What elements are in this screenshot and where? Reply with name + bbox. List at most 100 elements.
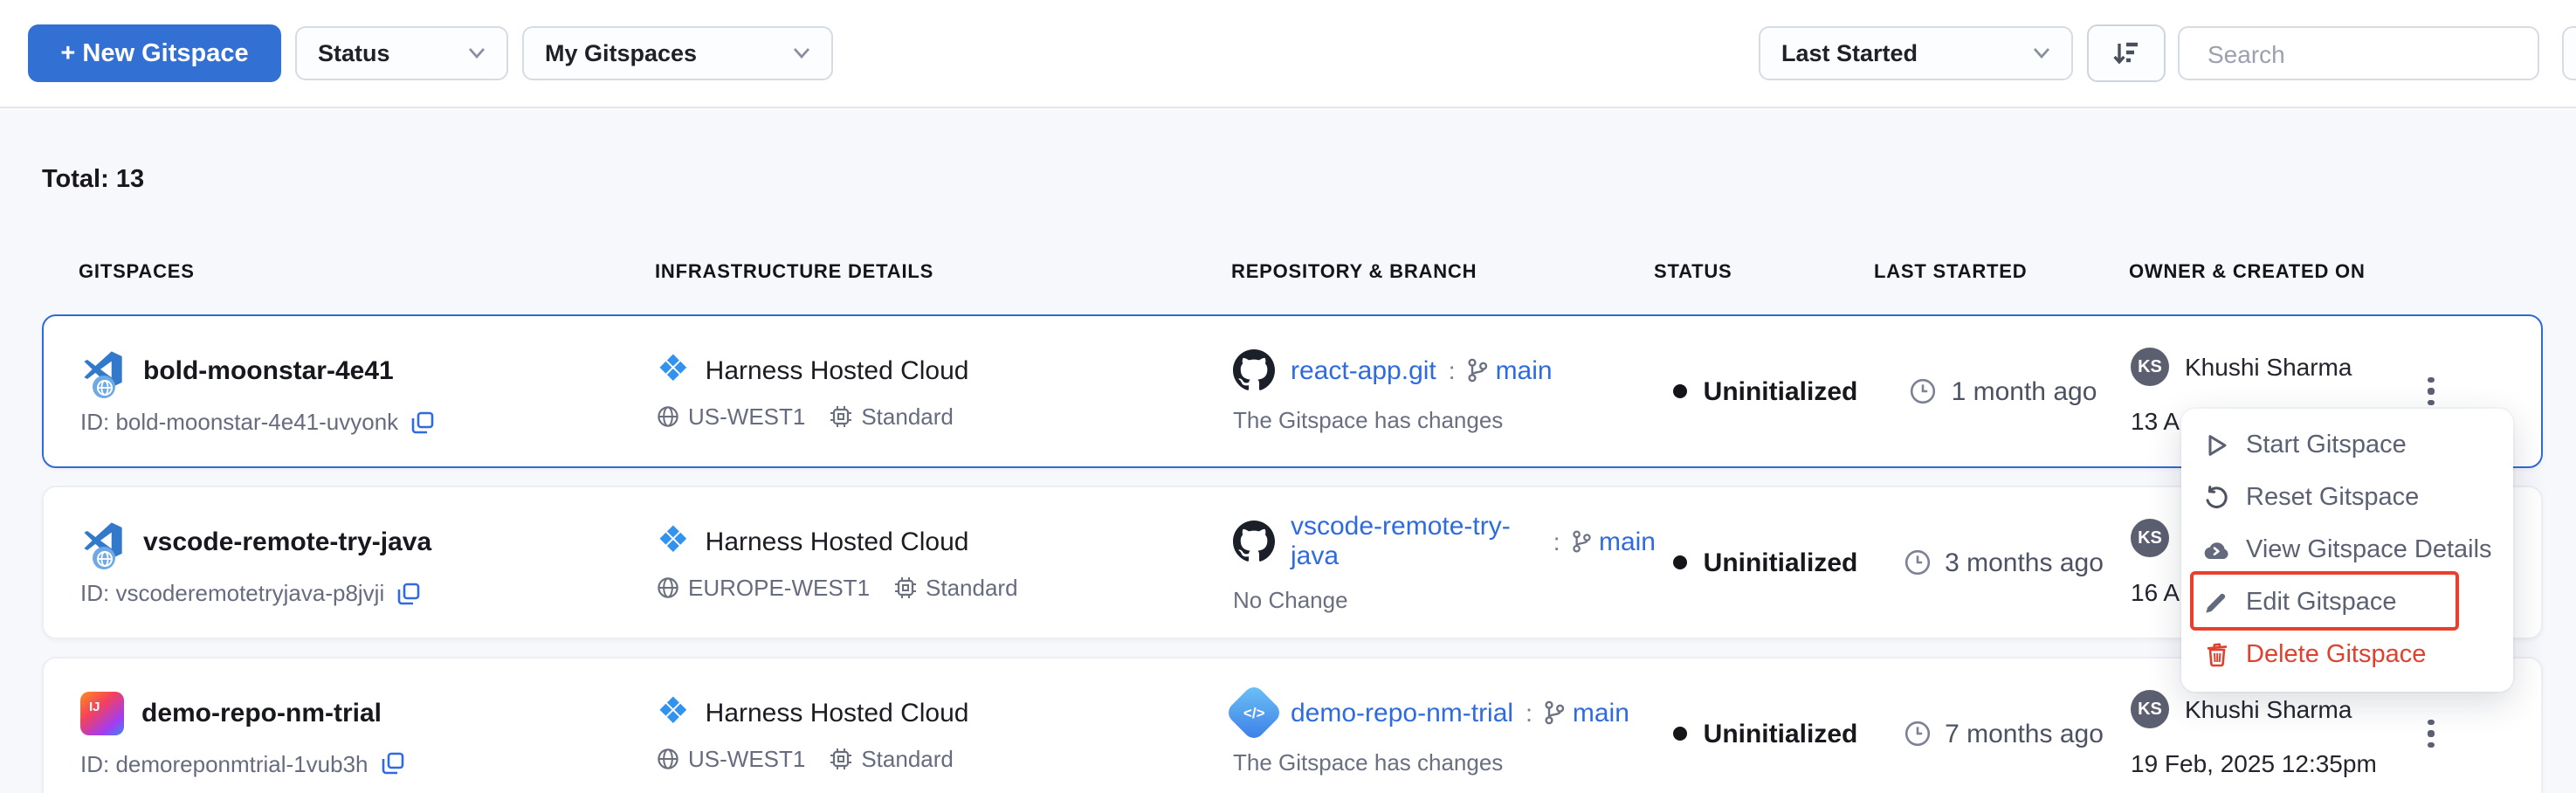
- table-row[interactable]: vscode-remote-try-java ID: vscoderemotet…: [42, 486, 2543, 639]
- globe-badge-icon: [93, 376, 115, 398]
- harness-icon: ❖: [657, 692, 690, 732]
- branch-link[interactable]: main: [1598, 527, 1656, 556]
- status-filter-dropdown[interactable]: Status: [295, 26, 508, 80]
- copy-icon[interactable]: [396, 581, 421, 605]
- status-dot-icon: [1673, 555, 1688, 569]
- copy-icon[interactable]: [410, 410, 435, 434]
- gitspace-cell: vscode-remote-try-java ID: vscoderemotet…: [80, 519, 657, 606]
- column-header-last-started: LAST STARTED: [1874, 262, 2028, 283]
- menu-item-edit-gitspace[interactable]: Edit Gitspace: [2181, 576, 2513, 629]
- gitspace-cell: bold-moonstar-4e41 ID: bold-moonstar-4e4…: [80, 348, 657, 435]
- sort-by-dropdown[interactable]: Last Started: [1759, 26, 2073, 80]
- last-started-cell: 7 months ago: [1876, 719, 2131, 748]
- scope-filter-label: My Gitspaces: [545, 40, 698, 66]
- branch-link[interactable]: main: [1572, 698, 1629, 727]
- sort-direction-button[interactable]: [2087, 24, 2166, 82]
- globe-icon: [658, 577, 678, 598]
- machine-type-icon: [830, 748, 852, 769]
- menu-item-label: Reset Gitspace: [2246, 484, 2420, 512]
- column-header-owner: OWNER & CREATED ON: [2129, 262, 2366, 283]
- clock-icon: [1904, 721, 1930, 747]
- trash-icon: [2202, 643, 2230, 667]
- clock-icon: [1911, 378, 1936, 404]
- chevron-down-icon: [468, 48, 486, 59]
- github-icon: [1233, 521, 1275, 562]
- owner-cell: KS Khushi Sharma 19 Feb, 2025 12:35pm: [2131, 690, 2541, 777]
- change-status: No Change: [1233, 587, 1348, 613]
- vscode-icon: [80, 348, 126, 398]
- infrastructure-cell: ❖ Harness Hosted Cloud US-WEST1 Standard: [657, 349, 1233, 430]
- clock-icon: [1904, 549, 1930, 576]
- column-header-repository: REPOSITORY & BRANCH: [1231, 262, 1477, 283]
- reset-icon: [2202, 486, 2230, 510]
- menu-item-label: View Gitspace Details: [2246, 536, 2492, 564]
- scope-filter-dropdown[interactable]: My Gitspaces: [522, 26, 833, 80]
- gitspaces-content: Total: 13 GITSPACES INFRASTRUCTURE DETAI…: [0, 110, 2576, 793]
- row-actions-menu-button[interactable]: [2415, 714, 2447, 753]
- table-row[interactable]: IJ demo-repo-nm-trial ID: demoreponmtria…: [42, 657, 2543, 793]
- repository-cell: react-app.git : main The Gitspace has ch…: [1233, 349, 1656, 433]
- new-gitspace-button[interactable]: + New Gitspace: [28, 24, 281, 82]
- avatar: KS: [2131, 348, 2169, 386]
- search-input[interactable]: [2208, 39, 2524, 67]
- harness-icon: ❖: [657, 349, 690, 390]
- owner-name: Khushi Sharma: [2185, 695, 2352, 723]
- play-icon: [2202, 433, 2230, 458]
- table-row[interactable]: bold-moonstar-4e41 ID: bold-moonstar-4e4…: [42, 314, 2543, 468]
- menu-item-view-gitspace-details[interactable]: View Gitspace Details: [2181, 524, 2513, 576]
- created-on: 19 Feb, 2025 12:35pm: [2131, 749, 2377, 777]
- branch-link[interactable]: main: [1495, 355, 1553, 385]
- avatar: KS: [2131, 690, 2169, 728]
- status-dot-icon: [1673, 384, 1688, 398]
- created-on: 16 A: [2131, 578, 2180, 606]
- menu-item-delete-gitspace[interactable]: Delete Gitspace: [2181, 629, 2513, 681]
- status-dot-icon: [1673, 727, 1688, 741]
- infrastructure-cell: ❖ Harness Hosted Cloud US-WEST1 Standard: [657, 692, 1233, 772]
- repo-link[interactable]: vscode-remote-try-java: [1291, 512, 1511, 571]
- toolbar: + New Gitspace Status My Gitspaces Last …: [0, 0, 2576, 108]
- change-status: The Gitspace has changes: [1233, 749, 1504, 776]
- vscode-icon: [80, 519, 126, 569]
- menu-item-reset-gitspace[interactable]: Reset Gitspace: [2181, 472, 2513, 524]
- status-filter-label: Status: [318, 40, 390, 66]
- column-header-infrastructure: INFRASTRUCTURE DETAILS: [655, 262, 934, 283]
- repo-link[interactable]: react-app.git: [1291, 355, 1436, 385]
- branch-icon: [1546, 700, 1566, 725]
- gitspace-name: bold-moonstar-4e41: [143, 355, 394, 385]
- machine-type-label: Standard: [861, 403, 954, 430]
- created-on: 13 A: [2131, 407, 2180, 435]
- sort-descending-icon: [2113, 42, 2138, 65]
- total-count: Total: 13: [42, 166, 145, 194]
- last-started-cell: 1 month ago: [1876, 376, 2131, 406]
- row-actions-menu-button[interactable]: [2415, 372, 2447, 410]
- machine-type-icon: [895, 577, 917, 598]
- repo-link[interactable]: demo-repo-nm-trial: [1291, 698, 1514, 727]
- machine-type-label: Standard: [861, 746, 954, 772]
- region-label: US-WEST1: [688, 403, 806, 430]
- gitspace-rows: bold-moonstar-4e41 ID: bold-moonstar-4e4…: [42, 314, 2543, 793]
- repo-branch-separator: :: [1553, 528, 1560, 555]
- row-actions-context-menu: Start Gitspace Reset Gitspace View Gitsp…: [2181, 409, 2513, 692]
- cloud-details-icon: [2202, 540, 2230, 561]
- last-started-label: 1 month ago: [1951, 376, 2097, 406]
- menu-item-start-gitspace[interactable]: Start Gitspace: [2181, 419, 2513, 472]
- change-status: The Gitspace has changes: [1233, 407, 1504, 433]
- machine-type-label: Standard: [926, 575, 1018, 601]
- status-cell: Uninitialized: [1656, 376, 1876, 406]
- search-box: [2178, 26, 2539, 80]
- repository-cell: vscode-remote-try-java : main No Change: [1233, 512, 1656, 613]
- github-icon: [1233, 349, 1275, 390]
- infra-provider: Harness Hosted Cloud: [705, 527, 969, 556]
- infra-provider: Harness Hosted Cloud: [705, 355, 969, 385]
- column-header-status: STATUS: [1654, 262, 1732, 283]
- gitspace-id: ID: vscoderemotetryjava-p8jvji: [80, 580, 385, 606]
- branch-icon: [1468, 358, 1488, 383]
- gitspace-cell: IJ demo-repo-nm-trial ID: demoreponmtria…: [80, 687, 657, 776]
- owner-name: Khushi Sharma: [2185, 353, 2352, 381]
- status-label: Uninitialized: [1703, 376, 1858, 406]
- status-cell: Uninitialized: [1656, 548, 1876, 577]
- owner-cell: KS Khushi Sharma 13 A: [2131, 348, 2541, 435]
- pencil-icon: [2202, 590, 2230, 615]
- copy-icon[interactable]: [381, 751, 405, 776]
